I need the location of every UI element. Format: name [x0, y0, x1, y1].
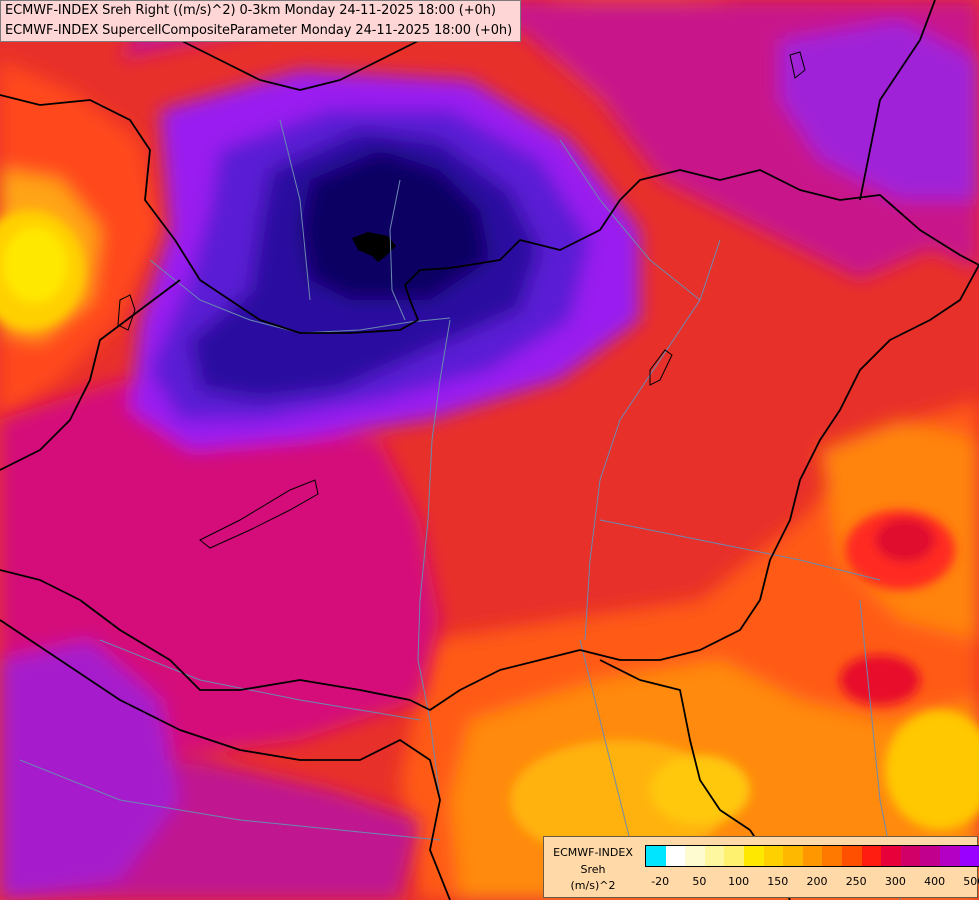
border-slovakia-hungary — [404, 169, 979, 321]
legend-swatch — [763, 846, 784, 866]
river-northeast — [559, 139, 701, 301]
legend-tick-label: 50 — [692, 875, 707, 888]
legend-tick-label: 150 — [767, 875, 789, 888]
legend-variable: Sreh — [580, 863, 606, 876]
river-drava — [99, 639, 421, 721]
legend-swatch — [822, 846, 842, 866]
field-violet-northeast — [780, 20, 979, 200]
border-austria-west — [0, 279, 181, 471]
legend-swatch — [959, 846, 979, 866]
legend-swatch — [841, 846, 862, 866]
field-violet-southwest — [0, 640, 180, 900]
legend-tick-label: 100 — [728, 875, 750, 888]
border-ukraine — [859, 0, 936, 201]
border-czech-slovakia — [0, 94, 419, 334]
legend-swatch — [685, 846, 705, 866]
river-north — [279, 119, 311, 301]
legend-swatch — [802, 846, 823, 866]
lake-north — [789, 51, 806, 79]
legend-swatch — [861, 846, 882, 866]
legend-tick-label: 250 — [845, 875, 867, 888]
title-box: ECMWF-INDEX Sreh Right ((m/s)^2) 0-3km M… — [0, 0, 521, 42]
legend-tick-label: 200 — [806, 875, 828, 888]
field-yellow-south-core — [650, 755, 750, 825]
rivers — [19, 119, 901, 900]
legend-swatch — [881, 846, 901, 866]
legend-tick-label: -20 — [651, 875, 670, 888]
field-yellow-southeast — [885, 710, 979, 830]
river-sava — [19, 759, 441, 841]
field-red-east-core — [875, 518, 935, 562]
lake-neusiedl — [117, 294, 136, 331]
field-layer-hot — [0, 210, 979, 860]
map-title-primary: ECMWF-INDEX Sreh Right ((m/s)^2) 0-3km M… — [5, 3, 496, 18]
border-hungary-croatia — [0, 569, 411, 701]
river-mures — [599, 519, 881, 581]
field-magenta-north — [120, 0, 979, 280]
legend-unit: (m/s)^2 — [570, 879, 616, 892]
legend-swatch — [900, 846, 921, 866]
legend-tick-label: 300 — [884, 875, 906, 888]
legend-swatch — [920, 846, 940, 866]
field-red-southeast — [840, 655, 920, 705]
border-hungary-romania — [579, 264, 979, 661]
river-vah — [389, 179, 406, 321]
border-serbia-romania — [599, 659, 751, 831]
lake-balaton — [199, 479, 319, 549]
field-black-core — [352, 232, 396, 262]
legend-swatch — [665, 846, 686, 866]
legend-swatch — [646, 846, 666, 866]
legend-colorbar — [645, 845, 979, 867]
field-navy — [300, 150, 490, 300]
border-croatia-bosnia — [0, 619, 451, 900]
legend-title: ECMWF-INDEX — [553, 846, 633, 859]
legend: ECMWF-INDEX Sreh (m/s)^2 -20 50 100 150 200 2… — [543, 836, 979, 898]
legend-tick-label: 400 — [924, 875, 946, 888]
lakes — [117, 51, 806, 549]
legend-swatch — [783, 846, 803, 866]
legend-swatch — [704, 846, 725, 866]
legend-swatch — [743, 846, 764, 866]
legend-tick-label: 500 — [963, 875, 979, 888]
legend-ticks: -2050100150200250300400500700 — [645, 875, 979, 891]
border-hungary-serbia — [409, 649, 581, 711]
legend-swatch — [724, 846, 744, 866]
field-yellow-west-core — [3, 227, 67, 303]
lake-east — [649, 349, 673, 386]
legend-swatch — [939, 846, 960, 866]
map-title-secondary: ECMWF-INDEX SupercellCompositeParameter … — [5, 23, 513, 38]
